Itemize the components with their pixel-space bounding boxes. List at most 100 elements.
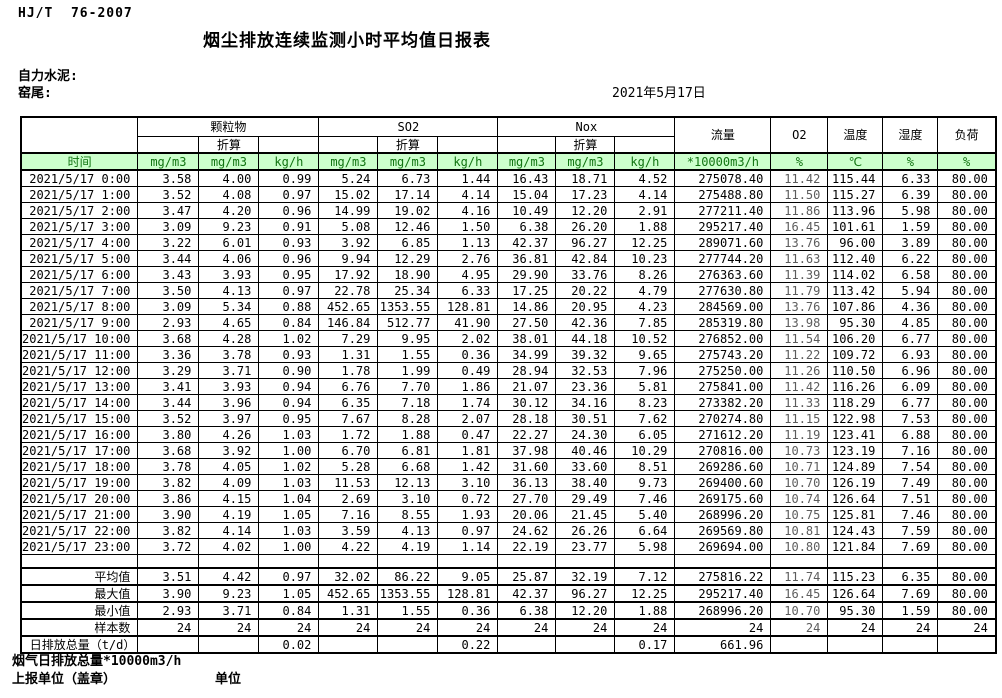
value-cell: 80.00 [937,474,997,491]
value-cell: 277744.20 [674,250,772,267]
value-cell: 123.41 [827,426,884,443]
value-cell: 1.72 [318,426,379,443]
value-cell: 95.30 [827,314,884,331]
value-cell: 1.42 [437,458,499,475]
value-cell: 109.72 [827,346,884,363]
value-cell: 3.36 [137,346,200,363]
value-cell: 27.70 [497,490,557,507]
value-cell: 116.26 [827,378,884,395]
table-row: 2021/5/17 19:00 3.82 4.09 1.03 11.53 12.13 3.1… [20,474,997,491]
value-cell: 6.85 [377,234,439,251]
value-cell: 18.90 [377,266,439,283]
value-cell [937,635,997,654]
value-cell: 7.46 [614,490,676,507]
spacer-cell [258,554,320,569]
value-cell: 10.75 [770,506,829,523]
value-cell: 0.97 [258,186,320,203]
value-cell: 7.46 [882,506,939,523]
value-cell: 11.19 [770,426,829,443]
group-header-row: 颗粒物 SO2 Nox 流量 O2 温度 湿度 负荷 [20,116,997,154]
column-header-load: 负荷 [937,116,997,154]
value-cell: 1.00 [258,538,320,555]
value-cell: 80.00 [937,567,997,586]
value-cell: 0.36 [437,346,499,363]
value-cell: 10.70 [770,474,829,491]
value-cell: 3.93 [198,378,260,395]
value-cell: 80.00 [937,314,997,331]
value-cell: 661.96 [674,635,772,654]
value-cell: 275488.80 [674,186,772,203]
daily-total-label-text: 日排放总量（t/d） [29,638,136,652]
value-cell: 6.77 [882,394,939,411]
value-cell: 12.20 [555,202,616,219]
value-cell: 34.16 [555,394,616,411]
value-cell: 17.25 [497,282,557,299]
value-cell: 4.13 [198,282,260,299]
value-cell: 6.70 [318,442,379,459]
value-cell: 24 [555,618,616,637]
value-cell: 124.43 [827,522,884,539]
value-cell: 6.64 [614,522,676,539]
table-row: 2021/5/17 2:00 3.47 4.20 0.96 14.99 19.02 4.16… [20,202,997,219]
value-cell: 7.54 [882,458,939,475]
value-cell: 14.86 [497,298,557,315]
time-cell: 2021/5/17 13:00 [20,378,139,395]
value-cell: 7.16 [882,442,939,459]
value-cell: 7.18 [377,394,439,411]
value-cell: 10.74 [770,490,829,507]
value-cell: 4.16 [437,202,499,219]
value-cell: 126.19 [827,474,884,491]
time-cell: 2021/5/17 19:00 [20,474,139,491]
value-cell: 275841.00 [674,378,772,395]
value-cell: 6.58 [882,266,939,283]
value-cell: 80.00 [937,362,997,379]
summary-label: 最大值 [20,584,139,603]
value-cell: 3.41 [137,378,200,395]
table-row: 2021/5/17 16:00 3.80 4.26 1.03 1.72 1.88 0.47 2… [20,426,997,443]
value-cell: 269694.00 [674,538,772,555]
value-cell: 24 [137,618,200,637]
value-cell: 7.16 [318,506,379,523]
value-cell: 36.13 [497,474,557,491]
table-row: 2021/5/17 15:00 3.52 3.97 0.95 7.67 8.28 2.07 2… [20,410,997,427]
value-cell: 270816.00 [674,442,772,459]
value-cell: 24.62 [497,522,557,539]
table-row: 2021/5/17 20:00 3.86 4.15 1.04 2.69 3.10 0.72 2… [20,490,997,507]
value-cell: 3.52 [137,186,200,203]
value-cell [555,635,616,654]
spacer-cell [137,136,200,154]
value-cell [827,635,884,654]
value-cell: 0.97 [258,282,320,299]
value-cell [882,635,939,654]
value-cell: 112.40 [827,250,884,267]
table-row: 2021/5/17 9:00 2.93 4.65 0.84 146.84 512.77 41… [20,314,997,331]
value-cell: 13.98 [770,314,829,331]
value-cell: 2.76 [437,250,499,267]
value-cell: 1.13 [437,234,499,251]
spacer-cell [614,136,676,154]
value-cell: 269569.80 [674,522,772,539]
time-cell: 2021/5/17 18:00 [20,458,139,475]
value-cell: 106.20 [827,330,884,347]
value-cell: 42.84 [555,250,616,267]
spacer-cell [770,554,829,569]
summary-row: 样本数 24 24 24 24 24 24 24 24 24 24 24 24 24 24 [20,618,997,637]
table-row: 2021/5/17 11:00 3.36 3.78 0.93 1.31 1.55 0.36 3… [20,346,997,363]
spacer-cell [318,136,379,154]
value-cell: 1.88 [614,601,676,620]
table-row: 2021/5/17 8:00 3.09 5.34 0.88 452.65 1353.55 1… [20,298,997,315]
value-cell: 3.68 [137,442,200,459]
value-cell: 268996.20 [674,601,772,620]
value-cell: 44.18 [555,330,616,347]
value-cell: 33.76 [555,266,616,283]
value-cell: 80.00 [937,601,997,620]
value-cell [497,635,557,654]
value-cell: 7.70 [377,378,439,395]
value-cell: 28.18 [497,410,557,427]
value-cell: 289071.60 [674,234,772,251]
value-cell: 29.90 [497,266,557,283]
value-cell: 11.50 [770,186,829,203]
value-cell: 42.37 [497,584,557,603]
time-cell: 2021/5/17 2:00 [20,202,139,219]
value-cell: 28.94 [497,362,557,379]
